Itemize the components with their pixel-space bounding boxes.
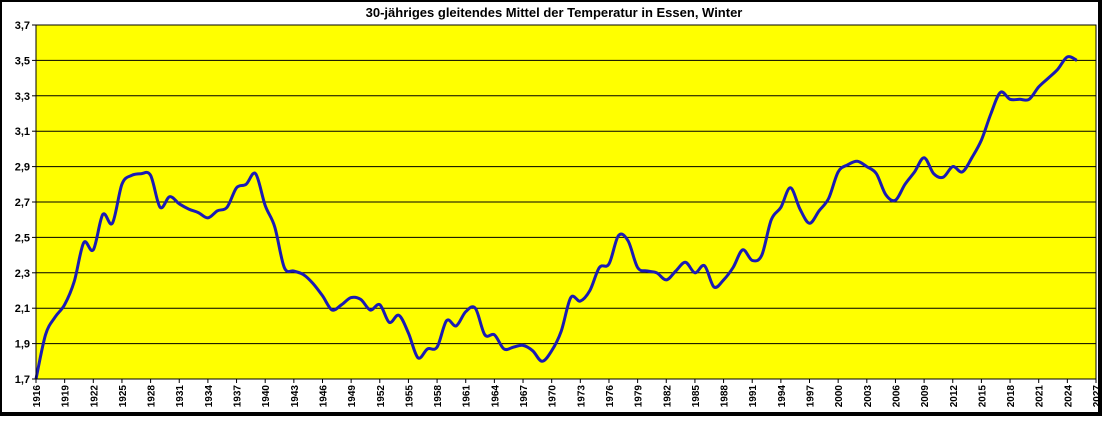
y-tick-label: 1,9 bbox=[15, 339, 30, 351]
x-tick-label: 1931 bbox=[175, 385, 186, 408]
y-tick-label: 3,3 bbox=[15, 91, 30, 103]
x-tick-label: 1943 bbox=[290, 385, 301, 408]
y-tick-label: 2,1 bbox=[15, 303, 30, 315]
x-tick-label: 1982 bbox=[662, 385, 673, 408]
x-tick-label: 1985 bbox=[691, 385, 702, 408]
x-tick-label: 1940 bbox=[261, 385, 272, 408]
y-tick-label: 2,7 bbox=[15, 197, 30, 209]
x-tick-label: 2012 bbox=[949, 385, 960, 408]
y-tick-label: 2,9 bbox=[15, 162, 30, 174]
x-tick-label: 1916 bbox=[32, 385, 43, 408]
x-tick-label: 2003 bbox=[863, 385, 874, 408]
y-tick-label: 1,7 bbox=[15, 374, 30, 386]
x-tick-label: 2009 bbox=[920, 385, 931, 408]
x-tick-label: 1976 bbox=[605, 385, 616, 408]
x-tick-label: 1925 bbox=[118, 385, 129, 408]
y-tick-label: 3,1 bbox=[15, 126, 30, 138]
x-tick-label: 1937 bbox=[233, 385, 244, 408]
x-tick-label: 1967 bbox=[519, 385, 530, 408]
y-tick-label: 3,5 bbox=[15, 55, 30, 67]
x-tick-label: 1928 bbox=[147, 385, 158, 408]
x-tick-label: 2027 bbox=[1092, 385, 1103, 408]
temperature-series-line bbox=[34, 55, 1078, 380]
x-tick-label: 1997 bbox=[806, 385, 817, 408]
x-tick-label: 1934 bbox=[204, 385, 215, 408]
x-tick-label: 2024 bbox=[1063, 385, 1074, 408]
y-axis-ticks: 1,7 1,9 2,1 2,3 2,5 2,7 2,9 3,1 3,3 3,5 3,7 bbox=[15, 20, 36, 386]
y-tick-label: 2,3 bbox=[15, 268, 30, 280]
gridlines bbox=[36, 24, 1096, 345]
x-tick-label: 1955 bbox=[404, 385, 415, 408]
x-tick-label: 2021 bbox=[1035, 385, 1046, 408]
x-tick-label: 1991 bbox=[748, 385, 759, 408]
x-tick-label: 1952 bbox=[376, 385, 387, 408]
x-tick-label: 1988 bbox=[720, 385, 731, 408]
x-tick-label: 1970 bbox=[548, 385, 559, 408]
x-tick-label: 1922 bbox=[89, 385, 100, 408]
x-tick-label: 1949 bbox=[347, 385, 358, 408]
x-tick-label: 1973 bbox=[576, 385, 587, 408]
x-tick-label: 1961 bbox=[462, 385, 473, 408]
x-tick-label: 1979 bbox=[634, 385, 645, 408]
y-tick-label: 3,7 bbox=[15, 20, 30, 32]
chart-title: 30-jähriges gleitendes Mittel der Temper… bbox=[365, 5, 743, 20]
x-tick-label: 1919 bbox=[61, 385, 72, 408]
x-axis-ticks: 1916 1919 1922 1925 1928 1931 1934 1937 1940 1943… bbox=[32, 379, 1103, 407]
x-tick-label: 2015 bbox=[977, 385, 988, 408]
x-tick-label: 1964 bbox=[490, 385, 501, 408]
x-tick-label: 2000 bbox=[834, 385, 845, 408]
x-tick-label: 2006 bbox=[891, 385, 902, 408]
x-tick-label: 1994 bbox=[777, 385, 788, 408]
x-tick-label: 1946 bbox=[318, 385, 329, 408]
x-tick-label: 2018 bbox=[1006, 385, 1017, 408]
x-tick-label: 1958 bbox=[433, 385, 444, 408]
y-tick-label: 2,5 bbox=[15, 232, 30, 244]
